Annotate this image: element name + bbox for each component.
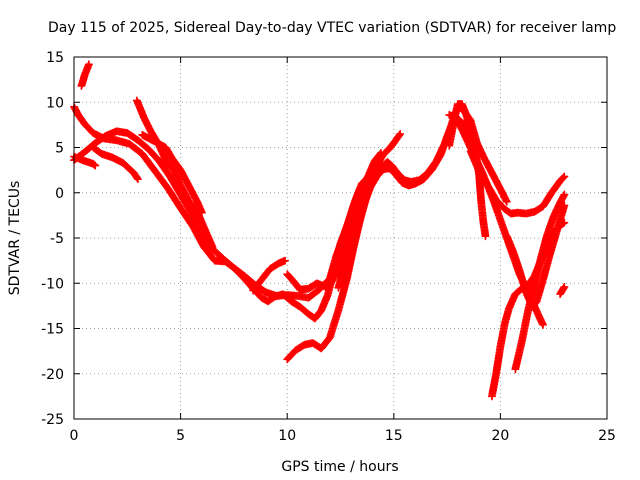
data-point-marker	[91, 161, 100, 170]
x-tick-label: 25	[598, 428, 616, 444]
series-track-15	[466, 147, 569, 218]
data-point-marker	[539, 320, 548, 329]
series-track-3	[70, 127, 375, 302]
x-tick-label: 20	[491, 428, 509, 444]
y-tick-label: 5	[55, 141, 64, 157]
data-point-marker	[396, 129, 405, 138]
y-tick-label: -10	[41, 276, 64, 292]
data-point-marker	[560, 201, 569, 210]
data-point-marker	[481, 232, 490, 241]
x-tick-label: 15	[385, 428, 403, 444]
series-track-18	[502, 201, 569, 311]
y-tick-label: 10	[46, 95, 64, 111]
x-axis-label: GPS time / hours	[281, 459, 398, 475]
series-track-6	[138, 130, 206, 217]
data-point-marker	[208, 243, 217, 252]
data-point-marker	[84, 60, 93, 69]
x-tick-label: 0	[70, 428, 79, 444]
data-point-marker	[133, 175, 142, 184]
x-tick-label: 5	[176, 428, 185, 444]
data-point-marker	[560, 190, 569, 199]
data-point-marker	[502, 197, 511, 206]
series-track-5	[132, 96, 217, 252]
y-tick-label: -5	[50, 231, 64, 247]
y-tick-label: -25	[41, 412, 64, 428]
axis-ticks: 0 5 10 15 20 25 15 10 5 0 -5 -10 -15 -20 -25	[41, 50, 616, 444]
series-track-4	[77, 60, 93, 90]
y-tick-label: 0	[55, 186, 64, 202]
data-point-marker	[197, 208, 206, 217]
y-axis-label: SDTVAR / TECUs	[7, 181, 23, 296]
grid	[74, 57, 607, 419]
series-track-19	[556, 282, 569, 299]
data-point-marker	[90, 160, 99, 169]
data-point-marker	[281, 256, 290, 265]
chart-title: Day 115 of 2025, Sidereal Day-to-day VTE…	[48, 20, 616, 36]
data-point-marker	[559, 173, 568, 182]
x-tick-label: 10	[278, 428, 296, 444]
y-tick-label: -20	[41, 367, 64, 383]
data-point-marker	[560, 282, 569, 291]
data-point-marker	[133, 173, 142, 182]
series-track-7	[89, 143, 142, 184]
data-point-marker	[377, 148, 386, 157]
y-tick-label: -15	[41, 322, 64, 338]
plot-frame	[73, 56, 608, 420]
series-track-8	[249, 256, 290, 295]
data-series	[70, 60, 569, 401]
data-point-marker	[560, 172, 569, 181]
series-track-1	[70, 102, 377, 323]
y-tick-label: 15	[46, 50, 64, 66]
series-track-10	[283, 148, 386, 294]
data-point-marker	[376, 150, 385, 159]
data-point-marker	[395, 131, 404, 140]
